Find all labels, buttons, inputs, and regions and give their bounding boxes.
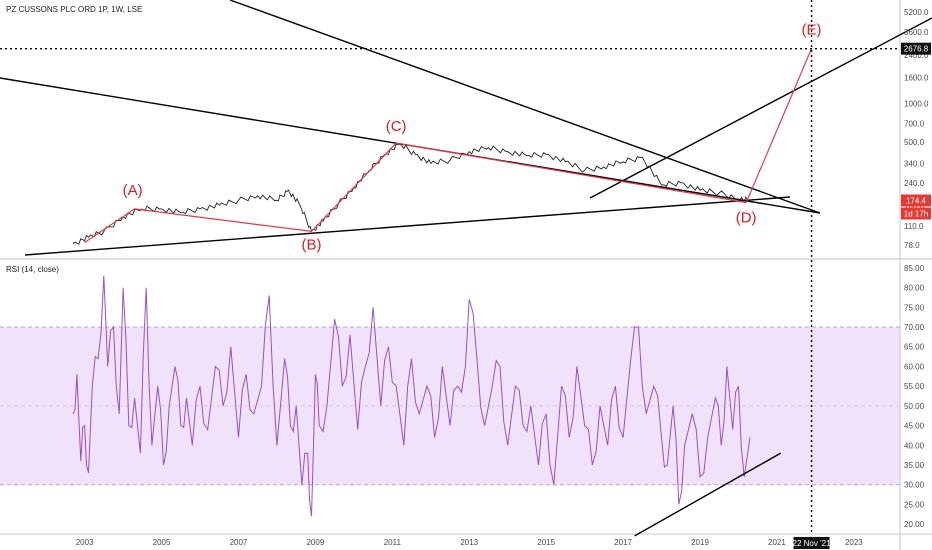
time-tick-label: 2021: [768, 538, 786, 547]
wave-path: [84, 48, 813, 243]
wave-label: (B): [302, 236, 322, 253]
price-tags: 2676.8 174.4 1d 17h 22 Nov '21: [793, 42, 931, 549]
price-tick-label: 240.0: [904, 179, 925, 188]
time-tick-label: 2023: [845, 538, 863, 547]
price-tick-label: 340.0: [904, 159, 925, 168]
rsi-series: [72, 275, 782, 537]
time-tick-label: 2011: [384, 538, 402, 547]
trendline: [24, 196, 791, 256]
wave-label: (D): [736, 210, 757, 227]
rsi-tick-label: 75.00: [904, 303, 925, 312]
last-price-tag: [901, 194, 931, 207]
time-tick-label: 2005: [153, 538, 171, 547]
rsi-tick-label: 65.00: [904, 343, 925, 352]
rsi-trendline: [634, 452, 782, 537]
rsi-line: [72, 275, 751, 517]
price-tick-label: 500.0: [904, 138, 925, 147]
symbol-title[interactable]: PZ CUSSONS PLC ORD 1P, 1W, LSE: [6, 5, 142, 14]
price-series: [72, 143, 751, 245]
rsi-tick-label: 50.00: [904, 402, 925, 411]
time-tick-label: 2007: [230, 538, 248, 547]
rsi-tick-label: 70.00: [904, 323, 925, 332]
rsi-tick-label: 30.00: [904, 481, 925, 490]
bar-countdown-tag: [901, 207, 931, 220]
last-price-label: 174.4: [906, 197, 927, 206]
rsi-tick-label: 35.00: [904, 461, 925, 470]
rsi-tick-label: 40.00: [904, 441, 925, 450]
rsi-tick-label: 45.00: [904, 422, 925, 431]
rsi-axis[interactable]: 85.00 80.00 75.00 70.00 65.00 60.00 55.00 50.00…: [904, 264, 925, 529]
price-tick-label: 1600.0: [904, 73, 929, 82]
rsi-tick-label: 85.00: [904, 264, 925, 273]
price-tick-label: 78.0: [904, 241, 920, 250]
crosshair-price-label: 2676.8: [904, 45, 929, 54]
time-axis[interactable]: 2003 2005 2007 2009 2011 2013 2015 2017 2019 2021…: [76, 538, 864, 547]
price-tick-label: 1000.0: [904, 99, 929, 108]
price-tick-label: 700.0: [904, 119, 925, 128]
time-tick-label: 2003: [76, 538, 94, 547]
wave-label: (A): [123, 182, 143, 199]
price-tick-label: 110.0: [904, 222, 924, 231]
bar-countdown-label: 1d 17h: [904, 210, 928, 219]
crosshair: [0, 0, 900, 534]
time-tick-label: 2013: [460, 538, 478, 547]
time-tick-label: 2017: [614, 538, 632, 547]
crosshair-price-tag: [901, 42, 931, 55]
wave-lines: (A)(B)(C)(D)(E): [84, 22, 822, 253]
rsi-tick-label: 55.00: [904, 382, 925, 391]
rsi-tick-label: 20.00: [904, 520, 925, 529]
rsi-tick-label: 60.00: [904, 362, 925, 371]
time-tick-label: 2019: [691, 538, 709, 547]
wave-label: (C): [386, 118, 407, 135]
trendline: [229, 0, 821, 214]
crosshair-date-label: 22 Nov '21: [793, 539, 832, 548]
crosshair-date-tag: [793, 537, 830, 549]
price-tick-label: 2400.0: [904, 51, 929, 60]
price-tick-label: 5200.0: [904, 8, 929, 17]
rsi-indicator-title[interactable]: RSI (14, close): [6, 265, 59, 274]
price-pane[interactable]: [0, 0, 900, 258]
time-tick-label: 2009: [306, 538, 324, 547]
time-tick-label: 2015: [537, 538, 555, 547]
price-line: [72, 143, 751, 245]
price-tick-label: 3600.0: [904, 28, 929, 37]
rsi-tick-label: 25.00: [904, 500, 925, 509]
rsi-tick-label: 80.00: [904, 284, 925, 293]
